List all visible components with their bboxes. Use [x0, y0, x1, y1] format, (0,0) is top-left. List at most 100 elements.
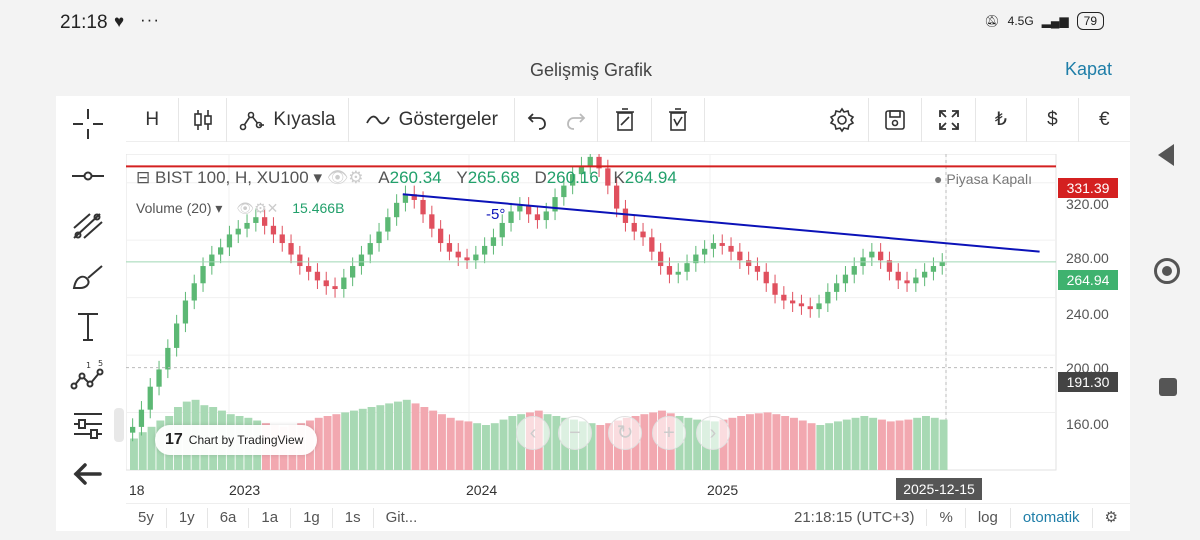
candle [578, 165, 585, 175]
crosshair-tool[interactable] [66, 102, 110, 146]
interval-button[interactable]: H [126, 97, 180, 142]
percent-toggle[interactable]: % [927, 507, 966, 528]
volume-bar [130, 438, 138, 470]
zoom-in-button[interactable]: + [652, 416, 686, 450]
candle [130, 426, 136, 433]
redo-button[interactable] [557, 97, 599, 142]
log-toggle[interactable]: log [966, 507, 1011, 528]
candle [614, 185, 620, 209]
volume-bar [816, 425, 825, 470]
brush-tool[interactable] [66, 254, 110, 298]
candle [244, 222, 250, 229]
scroll-right-button[interactable]: › [696, 416, 730, 450]
currency-eur-button[interactable]: € [1079, 98, 1130, 142]
reset-button[interactable]: ↻ [608, 416, 642, 450]
close-button[interactable]: Kapat [1064, 59, 1112, 79]
volume-bar [693, 419, 702, 470]
watermark-label: Chart by TradingView [188, 433, 304, 447]
range-bar: 5y 1y 6a 1a 1g 1s Git... 21:18:15 (UTC+3… [126, 503, 1130, 531]
collapse-legend-icon[interactable]: ⊟ [136, 168, 151, 187]
candle [200, 266, 206, 284]
auto-scale-toggle[interactable]: otomatik [1011, 507, 1093, 528]
candle [209, 254, 215, 267]
text-tool[interactable] [66, 304, 110, 348]
candle [930, 266, 937, 272]
scroll-left-button[interactable]: ‹ [516, 416, 550, 450]
currency-try-button[interactable]: ₺ [976, 97, 1028, 142]
candle [640, 231, 646, 238]
candle [332, 286, 338, 290]
candle [719, 243, 725, 246]
candle [358, 254, 365, 267]
interval-label: H [145, 108, 160, 130]
range-1y[interactable]: 1y [167, 507, 208, 528]
save-button[interactable] [869, 97, 923, 142]
fib-tool[interactable] [66, 204, 110, 248]
candle [922, 271, 928, 278]
candle [350, 266, 356, 278]
candle [543, 211, 549, 221]
horizontal-line-tool[interactable] [66, 154, 110, 198]
candle [587, 156, 593, 166]
volume-bar [939, 419, 948, 470]
nav-recents-icon[interactable] [1159, 378, 1177, 396]
range-1a[interactable]: 1a [249, 507, 292, 528]
left-gutter [0, 96, 56, 540]
volume-bar [473, 423, 482, 470]
legend-eye-icon[interactable]: 👁︎⚙ [326, 168, 364, 187]
volume-bar [543, 414, 552, 470]
volume-settings-icon[interactable]: 👁︎⚙✕ [236, 200, 279, 216]
high-value: 265.68 [467, 168, 520, 187]
range-5y[interactable]: 5y [126, 507, 167, 528]
close-value: 264.94 [624, 168, 677, 187]
back-tool[interactable] [66, 452, 110, 496]
chart-toolbar: H Kıyasla Göstergeler ₺ $ € [126, 97, 1130, 142]
candle [473, 254, 479, 261]
volume-chevron-icon[interactable]: ▾ [215, 200, 223, 216]
candle [156, 369, 162, 387]
nav-home-icon[interactable] [1154, 258, 1180, 284]
delete-indicators-button[interactable] [652, 97, 706, 142]
redo-icon [567, 112, 586, 130]
volume-bar [807, 423, 816, 470]
candle [402, 194, 409, 203]
goto-date-button[interactable]: Git... [385, 508, 418, 526]
range-6a[interactable]: 6a [208, 507, 250, 528]
chart-area[interactable]: ⊟ BIST 100, H, XU100 ▾ 👁︎⚙ A260.34 Y265.… [125, 148, 1130, 501]
indicators-button[interactable]: Göstergeler [349, 97, 515, 142]
volume-bar [358, 408, 367, 470]
range-1g[interactable]: 1g [291, 507, 333, 528]
zoom-out-button[interactable]: − [558, 416, 592, 450]
candle [869, 251, 875, 258]
trendline [402, 193, 1040, 253]
volume-label[interactable]: Volume (20) [136, 200, 212, 216]
candle [596, 156, 602, 169]
last-price-tag: 264.94 [1058, 270, 1118, 290]
range-1s[interactable]: 1s [333, 507, 374, 528]
candle [235, 228, 241, 235]
settings-button[interactable] [816, 97, 869, 142]
chevron-down-icon[interactable]: ▾ [313, 168, 322, 187]
measure-tool[interactable] [66, 402, 110, 446]
fullscreen-button[interactable] [922, 97, 976, 142]
undo-button[interactable] [515, 98, 557, 142]
currency-usd-button[interactable]: $ [1027, 97, 1079, 142]
clock-label[interactable]: 21:18:15 (UTC+3) [782, 509, 928, 526]
crosshair-date-tag: 2025-12-15 [896, 478, 982, 500]
tradingview-watermark[interactable]: 17 Chart by TradingView [155, 425, 317, 455]
volume-bar [376, 405, 385, 470]
toolbar-collapse-handle[interactable] [114, 408, 124, 442]
legend-symbol[interactable]: BIST 100, H, XU100 [154, 168, 309, 187]
chart-type-button[interactable] [179, 97, 228, 142]
legend-main: ⊟ BIST 100, H, XU100 ▾ 👁︎⚙ A260.34 Y265.… [136, 168, 677, 188]
volume-bar [913, 417, 922, 470]
volume-bar [851, 417, 860, 470]
delete-drawings-button[interactable] [598, 97, 652, 142]
nav-back-icon[interactable] [1158, 144, 1174, 166]
crosshair-icon [73, 109, 103, 139]
gear-icon [829, 107, 854, 132]
bottom-settings-button[interactable]: ⚙ [1093, 508, 1130, 528]
compare-button[interactable]: Kıyasla [227, 97, 349, 142]
volume-bar [350, 410, 358, 470]
